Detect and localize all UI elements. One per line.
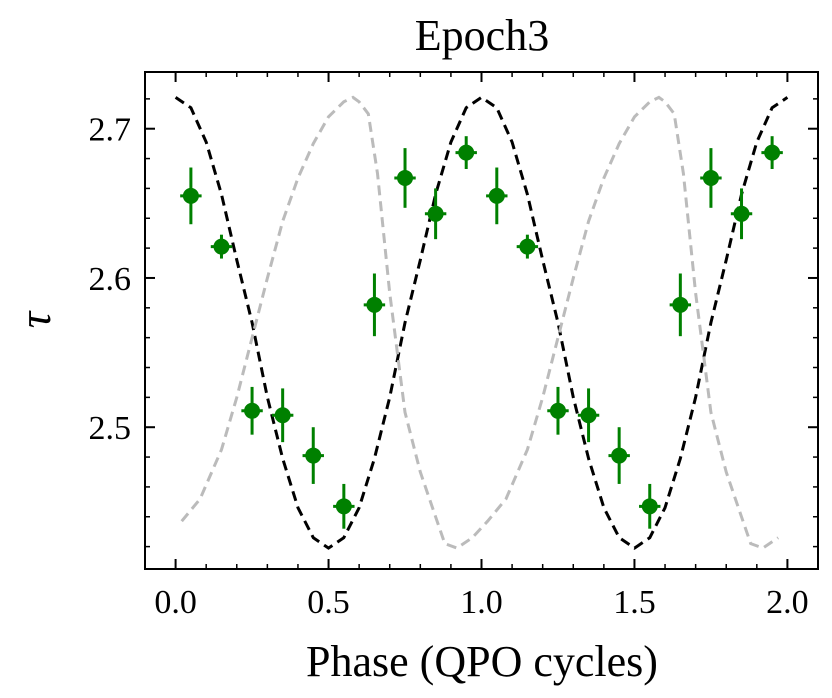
data-marker (366, 296, 383, 313)
data-point (241, 386, 263, 435)
plot-frame (144, 71, 819, 570)
data-marker (274, 407, 291, 424)
data-marker (733, 205, 750, 222)
data-point (180, 167, 202, 225)
data-marker (213, 238, 230, 255)
x-tick-label: 0.0 (154, 584, 197, 621)
data-point (394, 148, 416, 208)
data-marker (427, 205, 444, 222)
y-tick-label: 2.6 (89, 261, 132, 298)
data-marker (580, 407, 597, 424)
data-point (302, 427, 324, 484)
data-point (271, 388, 294, 443)
data-marker (764, 144, 781, 161)
plot-area (174, 95, 789, 550)
data-point (669, 273, 692, 337)
data-marker (182, 187, 199, 204)
data-marker (519, 238, 536, 255)
data-point (363, 273, 386, 337)
data-point (333, 483, 355, 529)
data-point (608, 427, 630, 484)
data-point (761, 136, 783, 170)
x-axis-label: Phase (QPO cycles) (306, 637, 658, 686)
data-marker (458, 144, 475, 161)
data-marker (397, 169, 414, 186)
data-point (516, 234, 539, 259)
reference-curve (180, 95, 780, 550)
y-tick-label: 2.7 (89, 112, 132, 149)
data-point (577, 388, 600, 443)
data-point (547, 386, 569, 435)
x-tick-label: 2.0 (766, 584, 809, 621)
data-point (210, 234, 233, 259)
chart-title: Epoch3 (415, 11, 549, 60)
data-marker (611, 447, 628, 464)
data-point (486, 167, 508, 225)
data-marker (549, 402, 566, 419)
x-tick-label: 1.0 (460, 584, 503, 621)
data-point (730, 188, 753, 240)
y-tick-label: 2.5 (89, 410, 132, 447)
data-marker (641, 498, 658, 515)
x-tick-label: 0.5 (307, 584, 350, 621)
data-point (424, 188, 447, 240)
data-marker (305, 447, 322, 464)
data-marker (488, 187, 505, 204)
data-marker (672, 296, 689, 313)
data-marker (702, 169, 719, 186)
y-axis-label: τ (9, 310, 60, 328)
axis-ticks: 0.0 0.5 1.0 1.5 2.0 2.5 2.6 2.7 (89, 72, 819, 621)
data-marker (335, 498, 352, 515)
x-tick-label: 1.5 (613, 584, 656, 621)
data-point (700, 148, 722, 208)
data-point (639, 483, 661, 529)
data-marker (244, 402, 261, 419)
data-point (455, 136, 477, 170)
model-curve (174, 95, 789, 550)
